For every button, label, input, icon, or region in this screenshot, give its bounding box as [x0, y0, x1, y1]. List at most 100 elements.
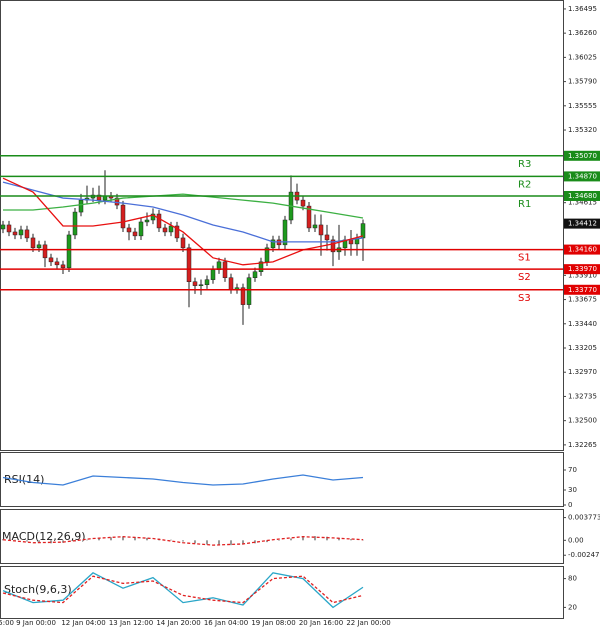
- indicator-line: [2, 536, 364, 546]
- level-name: S2: [518, 272, 531, 283]
- macd-bar: [146, 537, 148, 541]
- y-tick-label: 1.35555: [568, 102, 597, 110]
- candle-body: [6, 224, 12, 233]
- candle-body: [318, 224, 324, 236]
- y-tick-label: 1.35320: [568, 126, 597, 134]
- candle-body: [162, 227, 168, 233]
- y-tick-label: 1.32970: [568, 368, 597, 376]
- level-label: 1.35070: [568, 152, 597, 160]
- x-tick-label: 5:00: [0, 619, 14, 627]
- macd-bar: [134, 537, 136, 541]
- level-label: 1.34870: [568, 172, 597, 180]
- candle-body: [120, 204, 126, 229]
- stoch-title: Stoch(9,6,3): [4, 583, 72, 596]
- level-box: [564, 171, 600, 182]
- macd-bar: [254, 540, 256, 544]
- macd-bar: [110, 537, 112, 541]
- y-tick-label: 1.33440: [568, 320, 597, 328]
- macd-bar: [326, 536, 328, 541]
- macd-bar: [314, 536, 316, 541]
- macd-bar: [302, 536, 304, 541]
- candle-body: [72, 211, 78, 236]
- macd-bar: [194, 540, 196, 544]
- macd-bar: [218, 540, 220, 546]
- candle-body: [270, 239, 276, 249]
- macd-bar: [278, 540, 280, 541]
- level-name: R2: [518, 179, 531, 190]
- stoch-panel: [0, 566, 564, 619]
- y-tick-label: 1.34615: [568, 199, 597, 207]
- candle-body: [24, 229, 30, 239]
- candle-body: [12, 231, 18, 236]
- y-tick-label: 30: [568, 486, 577, 494]
- candle-body: [30, 237, 36, 249]
- candle-body: [156, 213, 162, 229]
- macd-bar: [242, 540, 244, 545]
- candle-body: [48, 257, 54, 263]
- macd-bar: [182, 540, 184, 542]
- indicator-line: [2, 474, 364, 486]
- candle-body: [186, 247, 192, 282]
- level-box: [564, 244, 600, 255]
- x-tick-label: 19 Jan 08:00: [251, 619, 295, 627]
- level-label: 1.33970: [568, 265, 597, 273]
- level-name: R1: [518, 199, 531, 210]
- y-tick-label: 1.33205: [568, 344, 597, 352]
- level-box: [564, 264, 600, 275]
- candle-body: [330, 239, 336, 253]
- candle-body: [138, 221, 144, 237]
- candle-body: [150, 213, 156, 221]
- main-panel: [0, 0, 564, 451]
- candle-body: [348, 239, 354, 245]
- macd-bar: [230, 540, 232, 546]
- indicator-line: [3, 193, 364, 219]
- level-name: S1: [518, 253, 531, 264]
- candle-body: [324, 234, 330, 241]
- candle-body: [144, 219, 150, 223]
- candle-body: [282, 219, 288, 246]
- current-label: 1.34412: [568, 220, 597, 228]
- macd-bar: [98, 538, 100, 541]
- macd-bar: [266, 540, 268, 543]
- candle-body: [132, 231, 138, 237]
- level-box: [564, 190, 600, 201]
- candle-body: [36, 244, 42, 249]
- macd-bar: [338, 537, 340, 541]
- x-tick-label: 14 Jan 20:00: [156, 619, 200, 627]
- y-tick-label: 1.36260: [568, 29, 597, 37]
- candle-body: [192, 281, 198, 286]
- indicator-line: [2, 575, 364, 604]
- macd-bar: [362, 539, 364, 541]
- candle-body: [168, 225, 174, 233]
- macd-bar: [26, 540, 28, 542]
- y-tick-label: 1.36025: [568, 53, 597, 61]
- candle-body: [306, 205, 312, 229]
- candle-body: [174, 225, 180, 239]
- candle-body: [300, 199, 306, 207]
- macd-bar: [38, 540, 40, 543]
- y-tick-label: 0: [568, 501, 572, 509]
- candle-body: [60, 264, 66, 269]
- y-tick-label: 1.32265: [568, 441, 597, 449]
- candle-body: [78, 199, 84, 213]
- level-name: S3: [518, 293, 531, 304]
- candle-body: [54, 261, 60, 266]
- y-tick-label: 0.00: [568, 536, 584, 544]
- macd-bar: [206, 540, 208, 545]
- candle-body: [228, 277, 234, 290]
- candle-body: [42, 244, 48, 259]
- candle-body: [180, 237, 186, 249]
- y-tick-label: 20: [568, 603, 577, 611]
- level-label: 1.34680: [568, 192, 597, 200]
- y-tick-label: -0.002476: [568, 551, 600, 559]
- candle-body: [204, 279, 210, 285]
- rsi-title: RSI(14): [4, 473, 44, 486]
- x-tick-label: 12 Jan 04:00: [61, 619, 105, 627]
- y-tick-label: 70: [568, 466, 577, 474]
- macd-bar: [50, 540, 52, 544]
- candle-body: [0, 224, 6, 230]
- level-box: [564, 150, 600, 161]
- macd-bar: [350, 539, 352, 541]
